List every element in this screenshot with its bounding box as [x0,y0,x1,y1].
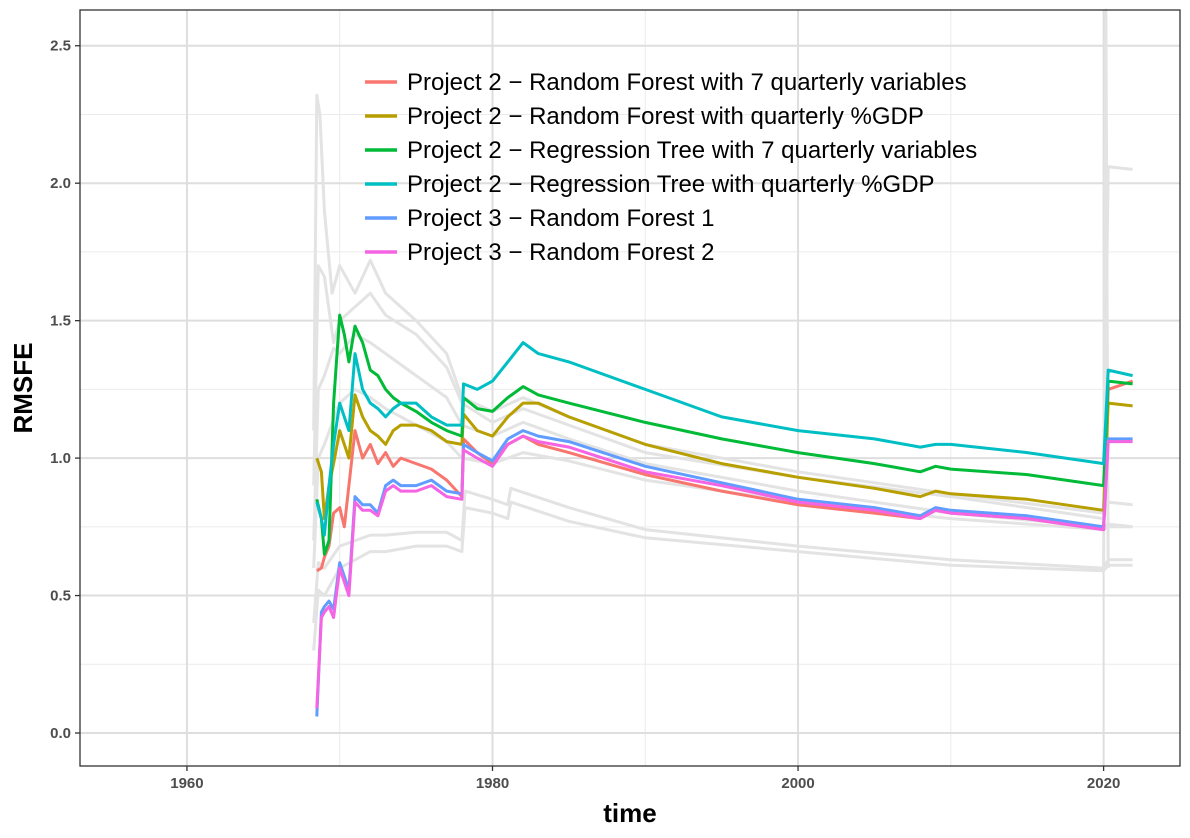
y-tick-label: 0.0 [50,725,71,742]
legend-item: Project 2 − Random Forest with quarterly… [365,103,924,130]
legend-label: Project 2 − Regression Tree with 7 quart… [407,137,977,164]
y-tick-label: 1.5 [50,313,71,330]
y-tick-label: 2.0 [50,175,71,192]
y-tick-label: 2.5 [50,38,71,55]
series-line-4 [315,341,1133,537]
y-tick-label: 0.5 [50,588,71,605]
background-series-line [312,486,1133,624]
legend-label: Project 2 − Regression Tree with quarter… [407,171,935,198]
background-series-line [312,332,1133,541]
series-line-3 [315,313,1133,556]
legend-label: Project 2 − Random Forest with quarterly… [407,103,924,130]
legend-item: Project 2 − Regression Tree with quarter… [365,171,935,198]
legend-label: Project 3 − Random Forest 2 [407,239,714,266]
legend-item: Project 3 − Random Forest 1 [365,205,714,232]
x-tick-label: 1980 [476,775,509,792]
legend: Project 2 − Random Forest with 7 quarter… [365,69,977,266]
y-axis-ticks: 0.0 0.5 1.0 1.5 2.0 2.5 [50,38,80,742]
legend-item: Project 2 − Regression Tree with 7 quart… [365,137,977,164]
y-tick-label: 1.0 [50,450,71,467]
series-lines [315,313,1134,717]
background-series-line [312,500,1133,651]
x-axis-title: time [603,798,656,828]
legend-item: Project 2 − Random Forest with 7 quarter… [365,69,967,96]
legend-label: Project 2 − Random Forest with 7 quarter… [407,69,967,96]
x-tick-label: 1960 [170,775,203,792]
x-tick-label: 2000 [781,775,814,792]
y-axis-title: RMSFE [8,343,38,434]
plot-panel-border [79,9,1181,767]
series-line-6 [315,434,1133,709]
background-series-line [312,93,1133,515]
x-axis-ticks: 1960 1980 2000 2020 [170,766,1120,792]
series-line-2 [315,393,1133,521]
x-tick-label: 2020 [1087,775,1120,792]
legend-item: Project 3 − Random Forest 2 [365,239,714,266]
legend-label: Project 3 − Random Forest 1 [407,205,714,232]
